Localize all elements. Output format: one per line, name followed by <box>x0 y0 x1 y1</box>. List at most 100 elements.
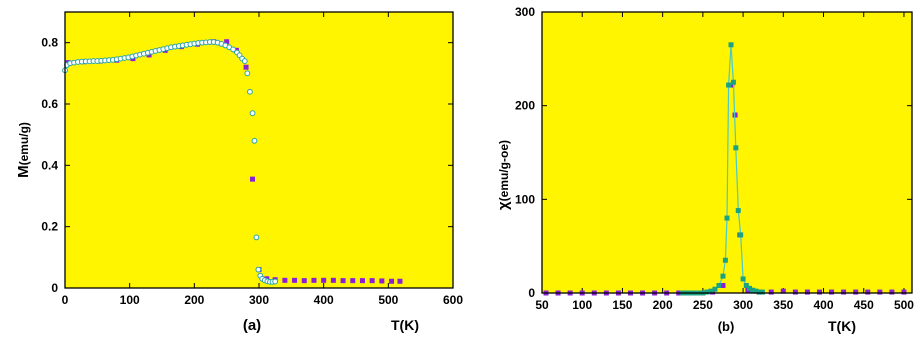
chart-b-ytick-label: 100 <box>515 192 535 206</box>
chart-b-series-0-point <box>877 289 883 295</box>
chart-b-xtick-label: 300 <box>733 298 753 312</box>
chart-b-xtick-label: 400 <box>814 298 834 312</box>
chart-a-series-1-point <box>241 58 248 64</box>
chart-a-frame <box>64 11 454 289</box>
chart-a-series-1-point <box>247 88 253 95</box>
chart-b-ylabel-main: χ <box>495 201 512 210</box>
chart-b-series-1-point <box>740 276 746 282</box>
chart-b-series-1-point <box>747 285 753 291</box>
chart-b-series-0-point <box>720 283 726 289</box>
chart-a-data-points <box>62 39 403 285</box>
chart-b-series-1-point <box>712 286 718 292</box>
chart-b-series-0-point <box>901 289 907 295</box>
chart-a-series-0-point <box>369 278 375 284</box>
chart-a-xtick-label: 300 <box>249 293 269 307</box>
chart-b-series-1-point <box>735 208 741 214</box>
chart-b-series-1-point <box>722 257 728 263</box>
chart-a-ylabel-unit: (emu/g) <box>17 122 31 165</box>
chart-a-xtick-label: 200 <box>184 293 204 307</box>
chart-b-frame <box>541 11 913 294</box>
chart-a-series-0-point <box>359 278 365 284</box>
chart-b-series-1-point <box>756 289 762 295</box>
chart-b-xtick-label: 350 <box>773 298 793 312</box>
chart-a-series-0-point <box>292 277 298 283</box>
chart-b-ytick-label: 200 <box>515 99 535 113</box>
chart-b-series-1-point <box>759 289 765 295</box>
chart-a-xtick-label: 100 <box>120 293 140 307</box>
chart-a-ytick-label: 0.6 <box>41 97 58 111</box>
chart-a-series-0-point <box>350 278 356 284</box>
chart-b-series-0-point <box>841 289 847 295</box>
chart-b-ytick-label: 0 <box>528 286 535 300</box>
chart-b-xlabel: T(K) <box>828 318 856 334</box>
chart-b-series-0-point <box>768 289 774 295</box>
chart-b-series-1-point <box>730 79 736 85</box>
chart-a: 0 100 200 300 400 500 600 0 0.2 0.4 0.6 0.8 M(emu/g… <box>15 11 463 334</box>
chart-b-series-0-point <box>804 289 810 295</box>
chart-a-series-0-point <box>282 277 288 283</box>
chart-a-series-0-point <box>224 39 230 45</box>
chart-a-series-1-point <box>230 46 237 53</box>
chart-a-xtick-label: 0 <box>62 293 69 307</box>
chart-b-series-1-point <box>738 232 744 238</box>
chart-b-xtick-label: 250 <box>693 298 713 312</box>
chart-b-ytick-label: 300 <box>515 5 535 19</box>
chart-a-series-0-point <box>250 176 256 182</box>
chart-a-series-0-point <box>311 277 317 283</box>
chart-b-series-1-point <box>743 283 749 289</box>
chart-b-series-1-point <box>733 145 739 151</box>
chart-b-ylabel: χ(emu/g-oe) <box>495 140 512 210</box>
chart-b-xtick-label: 200 <box>653 298 673 312</box>
chart-a-series-0-point <box>301 278 307 284</box>
chart-a-ylabel-main: M <box>15 165 32 178</box>
chart-a-series-1-point <box>253 234 260 241</box>
chart-b-xtick-label: 500 <box>894 298 914 312</box>
chart-a-series-0-point <box>379 278 385 284</box>
chart-b-series-0-point <box>829 289 835 295</box>
chart-b-xtick-label: 50 <box>535 298 549 312</box>
chart-b-plot-area <box>542 12 912 293</box>
chart-a-xtick-label: 600 <box>443 293 463 307</box>
chart-a-ytick-label: 0.2 <box>41 220 58 234</box>
chart-a-plot-area <box>65 12 453 288</box>
chart-b-series-0-point <box>780 288 786 294</box>
chart-a-xtick-label: 500 <box>378 293 398 307</box>
chart-b-series-1-point <box>708 288 714 294</box>
chart-a-tick-labels: 0 100 200 300 400 500 600 0 0.2 0.4 0.6 0.8 <box>41 36 463 307</box>
chart-a-series-0-point <box>397 278 403 284</box>
chart-b-tick-labels: 50 100 150 200 250 300 350 400 450 500 0 100 200 300 <box>515 5 914 312</box>
chart-b-series-1-point <box>750 287 756 293</box>
chart-b-series-1-point <box>704 289 710 295</box>
chart-a-series-0-point <box>243 64 249 70</box>
chart-b-series-0-point <box>817 289 822 295</box>
chart-b-series-1-point <box>726 82 732 88</box>
chart-b-series-1-point <box>716 283 722 289</box>
chart-a-ylabel: M(emu/g) <box>15 122 32 178</box>
chart-a-series-1-point <box>249 110 256 117</box>
chart-a-xtick-label: 400 <box>314 293 334 307</box>
chart-a-series-1-point <box>272 278 279 285</box>
chart-b-series-1-point <box>720 273 726 279</box>
chart-a-series-1-point <box>251 137 258 144</box>
chart-b-xtick-label: 450 <box>854 298 874 312</box>
chart-b: 50 100 150 200 250 300 350 400 450 5000100200300 … <box>495 5 914 334</box>
chart-b-ylabel-unit: (emu/g-oe) <box>497 140 511 201</box>
chart-a-series-0-point <box>321 277 327 283</box>
chart-b-series-1-point <box>728 42 734 48</box>
chart-a-series-1-point <box>255 266 262 273</box>
chart-b-series-0-point <box>853 289 859 295</box>
chart-a-ytick-label: 0.4 <box>41 158 58 172</box>
chart-b-series-1-point <box>724 215 730 221</box>
chart-a-ytick-label: 0 <box>51 281 58 295</box>
chart-a-xlabel: T(K) <box>391 317 419 333</box>
chart-b-xtick-label: 100 <box>572 298 592 312</box>
chart-b-series-1-point <box>753 288 759 294</box>
chart-b-panel-label: (b) <box>718 319 735 334</box>
chart-b-xtick-label: 150 <box>612 298 632 312</box>
chart-b-series-0-point <box>889 289 895 295</box>
chart-a-ytick-label: 0.8 <box>41 36 58 50</box>
chart-b-series-0-point <box>865 289 871 295</box>
chart-b-series-0-point <box>729 82 735 88</box>
chart-b-series-0-point <box>792 289 798 295</box>
